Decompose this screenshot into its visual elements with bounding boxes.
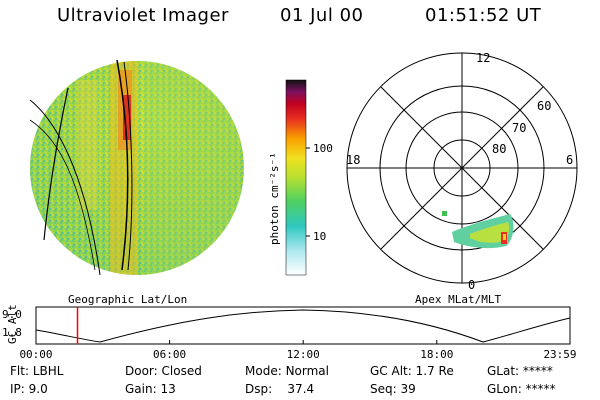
altitude-xtick-label: 18:00 <box>420 348 453 361</box>
altitude-xtick-label: 06:00 <box>153 348 186 361</box>
altitude-xtick-label: 00:00 <box>19 348 52 361</box>
info-glon: GLon: ***** <box>487 382 556 396</box>
altitude-ylabel: GC Alt <box>6 304 19 344</box>
geo-grid-line <box>116 59 129 271</box>
app-title: Ultraviolet Imager <box>57 5 229 26</box>
colorbar-tick-label: 10 <box>313 230 326 243</box>
lat-label-70: 70 <box>512 121 526 135</box>
mlt-label-top: 12 <box>476 51 490 65</box>
polar-axis <box>380 86 544 250</box>
info-flt: Flt: LBHL <box>10 364 64 378</box>
altitude-xtick-label: 23:59 <box>543 348 576 361</box>
geographic-image <box>29 59 244 276</box>
altitude-xtick-label: 12:00 <box>287 348 320 361</box>
geographic-label: Geographic Lat/Lon <box>68 293 187 306</box>
info-ip: IP: 9.0 <box>10 382 48 396</box>
colorbar: 100 10 photon cm⁻²s⁻¹ <box>268 79 333 276</box>
lat-label-80: 80 <box>492 142 506 156</box>
mlt-label-right: 6 <box>566 153 573 167</box>
info-dsp: Dsp: 37.4 <box>245 382 315 396</box>
colorbar-unit-label: photon cm⁻²s⁻¹ <box>268 152 281 245</box>
info-glat: GLat: ***** <box>487 364 553 378</box>
polar-plot: 12 18 6 0 60 70 80 <box>346 51 578 292</box>
apex-label: Apex MLat/MLT <box>415 293 501 306</box>
header-time: 01:51:52 UT <box>425 5 542 26</box>
altitude-curve <box>35 309 571 343</box>
info-gain: Gain: 13 <box>125 382 176 396</box>
info-door: Door: Closed <box>125 364 202 378</box>
geo-grid-line <box>43 87 69 241</box>
geo-grid-line <box>29 119 96 271</box>
mlt-label-left: 18 <box>346 153 360 167</box>
info-gcalt: GC Alt: 1.7 Re <box>370 364 454 378</box>
altitude-plot-frame <box>35 306 571 345</box>
mlt-label-bottom: 0 <box>468 278 475 292</box>
lat-label-60: 60 <box>537 99 551 113</box>
geo-grid-line <box>123 61 133 271</box>
info-mode: Mode: Normal <box>245 364 329 378</box>
altitude-ytick: 1.8 <box>2 326 22 339</box>
info-seq: Seq: 39 <box>370 382 416 396</box>
aurora-emission <box>442 211 514 249</box>
colorbar-tick-label: 100 <box>313 142 333 155</box>
altitude-ytick: 9.0 <box>2 308 22 321</box>
altitude-plot: GC Alt 9.0 1.8 00:00 06:00 12:00 18:00 23:59 <box>2 304 577 361</box>
geo-grid-line <box>29 99 101 276</box>
header-date: 01 Jul 00 <box>280 5 364 26</box>
